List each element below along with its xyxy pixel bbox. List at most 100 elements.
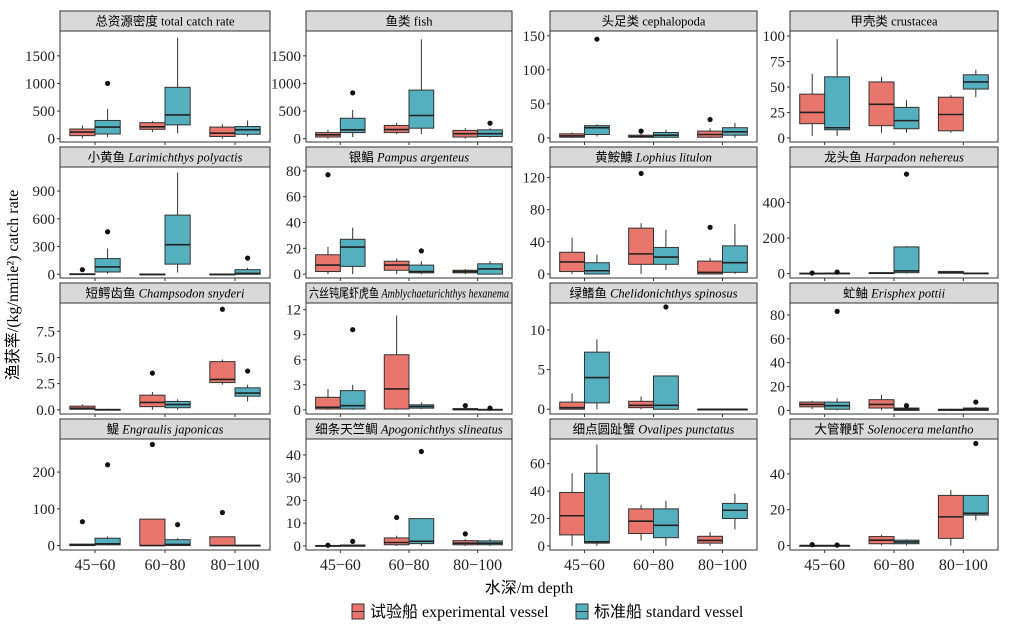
outlier-point	[903, 403, 910, 409]
panel-title: 绿鳍鱼 Chelidonichthys spinosus	[569, 286, 737, 301]
box-standard	[234, 120, 261, 137]
x-tick-label: 45−60	[804, 557, 845, 574]
x-tick-label: 45−60	[564, 557, 605, 574]
panel-title: 鳀 Engraulis japonicas	[107, 423, 224, 437]
box-experimental	[799, 270, 826, 276]
box-experimental	[628, 170, 654, 274]
outlier-point	[487, 120, 493, 126]
box-standard	[824, 269, 851, 275]
box-iqr	[139, 122, 166, 130]
box-standard	[722, 122, 748, 138]
box-experimental	[937, 490, 964, 546]
x-tick-label: 60−80	[388, 557, 429, 574]
y-tick-label: 0	[538, 267, 546, 283]
box-experimental	[69, 125, 96, 139]
panel-plot-area	[549, 30, 758, 143]
y-tick-label: 0	[294, 539, 302, 555]
outlier-point	[418, 248, 424, 254]
panel-plot-area	[789, 438, 999, 551]
y-tick-label: 1000	[25, 76, 55, 92]
box-iqr	[962, 494, 989, 516]
y-tick-label: 0	[48, 132, 56, 148]
y-tick-label: 0	[778, 539, 786, 555]
box-iqr	[383, 354, 410, 410]
y-tick-label: 0	[48, 267, 56, 283]
y-tick-label: 40	[770, 467, 785, 483]
outlier-point	[707, 116, 713, 123]
panel-12: 鳀 Engraulis japonicas 0 100 200 45−60 60−80 80…	[33, 418, 271, 574]
y-tick-label: 1500	[25, 49, 55, 65]
box-iqr	[94, 537, 121, 546]
box-standard	[962, 440, 989, 521]
panel-3: 甲壳类 crustacea 0 25 50 75 100	[763, 10, 999, 147]
box-standard	[408, 248, 435, 275]
box-standard	[164, 522, 191, 547]
box-standard	[94, 80, 121, 138]
box-standard	[824, 308, 851, 411]
outlier-point	[462, 403, 468, 409]
panel-title: 六丝钝尾虾虎鱼 Amblychaeturichthys hexanema	[309, 287, 509, 301]
panel-title: 鱼类 fish	[386, 15, 434, 29]
box-standard	[824, 39, 851, 136]
box-standard	[893, 403, 920, 411]
panel-13: 细条天竺鲷 Apogonichthys slineatus 0 10 20 30 40 45…	[286, 418, 513, 574]
legend-item-experimental: 试验船 experimental vessel	[351, 603, 549, 621]
y-tick-label: 1000	[271, 76, 301, 92]
outlier-point	[350, 538, 356, 544]
box-standard	[339, 538, 366, 547]
y-tick-label: 0	[294, 267, 302, 283]
box-experimental	[937, 95, 964, 133]
box-standard	[234, 368, 261, 402]
y-tick-label: 100	[33, 502, 56, 518]
box-iqr	[164, 214, 191, 265]
box-iqr	[584, 472, 610, 544]
box-experimental	[452, 403, 479, 411]
box-iqr	[559, 491, 585, 536]
box-experimental	[628, 504, 654, 541]
box-standard	[234, 544, 261, 547]
box-iqr	[94, 258, 121, 273]
y-tick-label: 80	[530, 203, 545, 219]
y-tick-label: 6	[294, 353, 302, 369]
box-experimental	[559, 132, 585, 138]
y-tick-label: 0	[294, 132, 302, 148]
box-iqr	[653, 246, 679, 265]
outlier-point	[809, 270, 815, 276]
box-standard	[94, 229, 121, 274]
panel-title: 银鲳 Pampus argenteus	[349, 151, 470, 165]
legend: 试验船 experimental vessel 标准船 standard vess…	[351, 603, 744, 621]
box-experimental	[559, 393, 585, 410]
outlier-point	[973, 440, 979, 447]
outlier-point	[175, 522, 181, 528]
box-standard	[584, 444, 610, 546]
box-experimental	[868, 394, 895, 411]
outlier-point	[350, 327, 356, 333]
box-iqr	[893, 246, 920, 274]
box-experimental	[209, 124, 236, 139]
panel-14: 细点圆趾蟹 Ovalipes punctatus 0 20 40 60 45−60 60−8…	[530, 418, 758, 574]
box-iqr	[653, 375, 679, 410]
box-standard	[962, 69, 989, 98]
y-tick-label: 75	[770, 55, 785, 71]
outlier-point	[245, 255, 251, 261]
outlier-point	[394, 514, 400, 521]
box-standard	[962, 399, 989, 411]
panel-title: 龙头鱼 Harpadon nehereus	[824, 151, 964, 165]
x-tick-label: 80−100	[210, 557, 259, 574]
y-tick-label: 0.0	[36, 403, 55, 419]
box-experimental	[139, 273, 166, 276]
box-experimental	[697, 532, 723, 546]
y-tick-label: 50	[530, 97, 545, 113]
panel-0: 总资源密度 total catch rate 0 500 1000 1500	[25, 10, 271, 148]
box-standard	[584, 36, 610, 137]
box-standard	[164, 399, 191, 410]
y-tick-label: 100	[523, 63, 546, 79]
outlier-point	[350, 90, 356, 96]
outlier-point	[325, 542, 331, 548]
panel-title: 黄鮟鱇 Lophius litulon	[595, 150, 712, 165]
y-tick-label: 40	[530, 235, 545, 251]
x-tick-label: 45−60	[74, 557, 115, 574]
outlier-point	[638, 170, 644, 177]
box-iqr	[139, 518, 166, 547]
